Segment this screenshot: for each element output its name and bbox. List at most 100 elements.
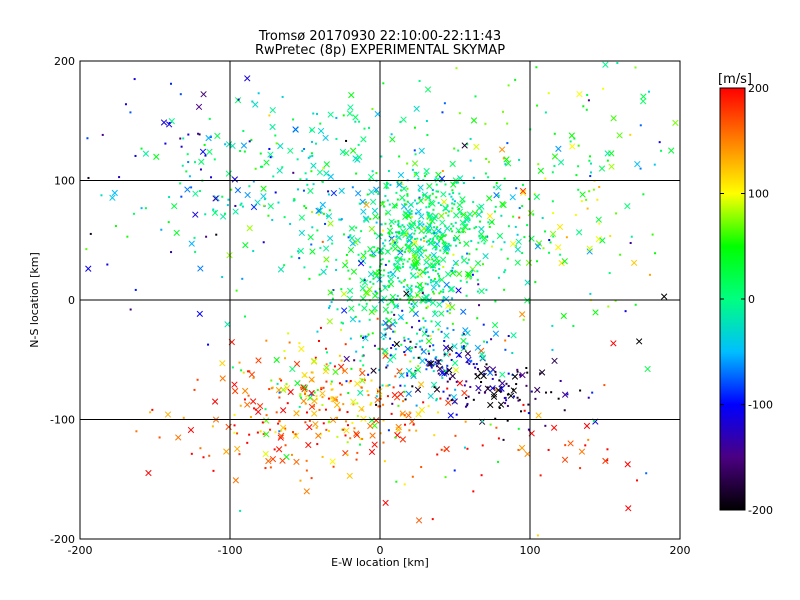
data-point-dot <box>404 423 407 426</box>
data-point-dot <box>463 446 466 449</box>
data-point-cross <box>225 170 233 177</box>
data-point-dot <box>535 66 538 69</box>
data-point-dot <box>268 388 271 391</box>
data-point-dot <box>453 239 456 242</box>
data-point-dot <box>124 103 127 106</box>
data-point-cross <box>297 247 304 255</box>
data-point-dot <box>410 210 413 213</box>
data-point-dot <box>196 378 199 381</box>
data-point-dot <box>401 265 404 268</box>
data-point-dot <box>315 142 318 145</box>
data-point-dot <box>565 236 568 239</box>
data-point-cross <box>519 187 527 195</box>
data-point-cross <box>197 265 204 272</box>
data-point-dot <box>432 208 435 211</box>
data-point-dot <box>418 223 421 226</box>
data-point-dot <box>431 280 434 283</box>
colorbar-tick-label: 100 <box>748 188 769 201</box>
data-point-cross <box>495 184 502 191</box>
data-point-dot <box>288 341 291 344</box>
data-point-dot <box>371 107 374 110</box>
data-point-dot <box>397 183 400 186</box>
data-point-dot <box>504 163 507 166</box>
data-point-cross <box>411 160 419 167</box>
data-point-dot <box>221 275 224 278</box>
data-point-dot <box>517 399 520 402</box>
data-point-dot <box>404 353 407 356</box>
data-point-dot <box>87 176 90 179</box>
data-point-dot <box>377 405 380 408</box>
data-point-dot <box>498 407 501 410</box>
data-point-dot <box>419 345 422 348</box>
data-point-dot <box>441 377 444 380</box>
data-point-dot <box>340 328 343 331</box>
data-point-dot <box>469 159 472 162</box>
data-point-dot <box>452 191 455 194</box>
data-point-dot <box>182 416 185 419</box>
data-point-cross <box>244 401 251 408</box>
data-point-dot <box>384 263 387 266</box>
data-point-dot <box>444 241 447 244</box>
data-point-dot <box>527 428 530 431</box>
data-point-cross <box>430 284 438 291</box>
data-point-dot <box>481 420 484 423</box>
data-point-dot <box>446 368 449 371</box>
data-point-dot <box>420 466 423 469</box>
data-point-dot <box>306 183 309 186</box>
data-point-dot <box>495 426 498 429</box>
data-point-cross <box>252 101 259 108</box>
data-point-dot <box>443 449 446 452</box>
data-point-dot <box>180 145 183 148</box>
data-point-dot <box>286 402 289 405</box>
data-point-dot <box>519 375 522 378</box>
data-point-cross <box>322 134 329 142</box>
data-point-dot <box>422 223 425 226</box>
data-point-dot <box>552 212 555 215</box>
data-point-dot <box>442 288 445 291</box>
data-point-dot <box>645 472 648 475</box>
data-point-dot <box>310 477 313 480</box>
data-point-dot <box>269 466 272 469</box>
data-point-dot <box>336 416 339 419</box>
data-point-dot <box>444 225 447 228</box>
data-point-cross <box>382 284 389 292</box>
data-point-dot <box>455 380 458 383</box>
data-point-dot <box>140 147 143 150</box>
data-point-cross <box>246 225 253 232</box>
data-point-cross <box>575 229 583 236</box>
data-point-dot <box>246 441 249 444</box>
data-point-cross <box>242 242 249 249</box>
data-point-dot <box>315 395 318 398</box>
data-point-dot <box>194 161 197 164</box>
x-tick-label: 200 <box>670 544 691 557</box>
data-point-dot <box>421 287 424 290</box>
y-tick-label: 100 <box>54 175 75 188</box>
data-point-cross <box>382 499 389 507</box>
data-point-dot <box>394 348 397 351</box>
data-point-dot <box>518 158 521 161</box>
data-point-cross <box>362 335 369 342</box>
data-point-dot <box>198 133 201 136</box>
data-point-dot <box>361 437 364 440</box>
data-point-dot <box>441 111 444 114</box>
data-point-cross <box>311 397 318 405</box>
data-point-dot <box>453 469 456 472</box>
data-point-dot <box>503 177 506 180</box>
data-point-dot <box>431 192 434 195</box>
data-point-dot <box>388 284 391 287</box>
data-point-cross <box>414 386 422 393</box>
data-point-dot <box>443 353 446 356</box>
data-point-dot <box>537 163 540 166</box>
data-point-dot <box>353 359 356 362</box>
data-point-cross <box>424 254 431 261</box>
data-point-cross <box>498 146 506 153</box>
data-point-dot <box>434 264 437 267</box>
data-point-dot <box>429 223 432 226</box>
data-point-cross <box>145 469 152 477</box>
data-point-dot <box>427 214 430 217</box>
data-point-dot <box>268 147 271 150</box>
data-point-cross <box>400 116 407 123</box>
data-point-cross <box>463 240 470 247</box>
data-point-dot <box>416 275 419 278</box>
data-point-cross <box>399 194 406 201</box>
